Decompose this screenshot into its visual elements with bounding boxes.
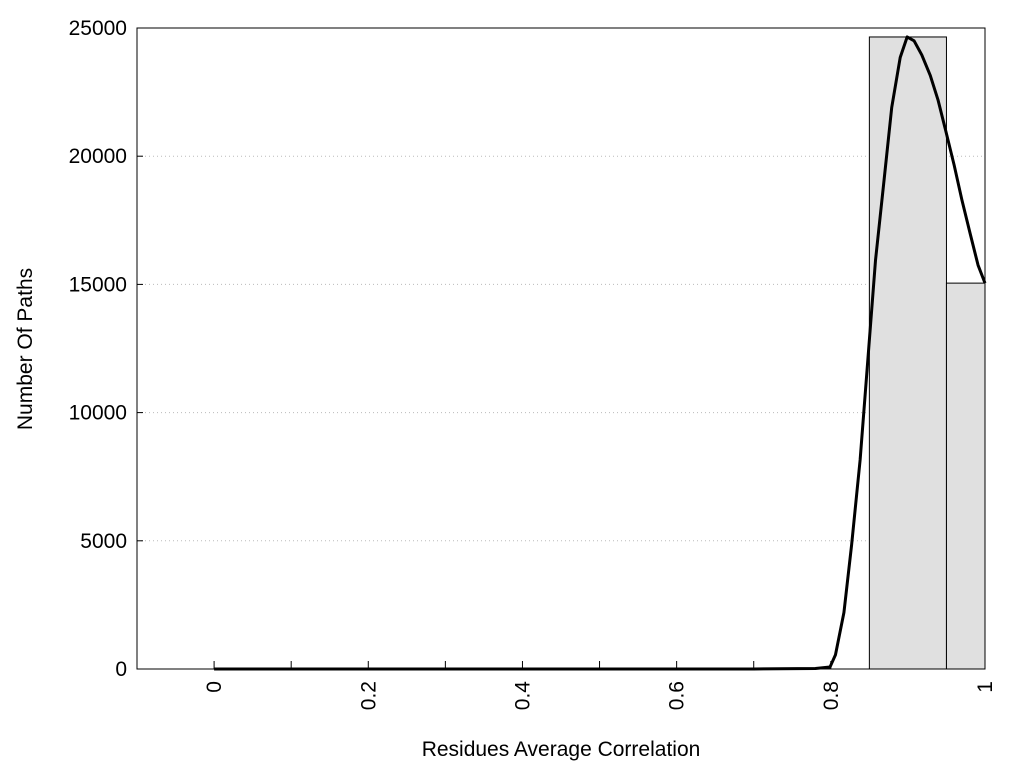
x-tick-label: 0 [203,681,226,693]
y-tick-label: 5000 [80,530,127,553]
y-tick-label: 25000 [69,17,127,40]
x-tick-label: 0.2 [357,681,380,710]
curve [214,35,987,671]
plot-frame [136,27,986,670]
y-tick-label: 10000 [69,402,127,425]
y-tick-label: 15000 [69,273,127,296]
x-tick-label: 1 [974,681,997,693]
bar [868,36,947,670]
x-axis-label: Residues Average Correlation [422,738,701,761]
bar [945,282,986,670]
y-tick-label: 20000 [69,145,127,168]
y-tick-label: 0 [115,658,127,681]
y-axis-label: Number Of Paths [14,268,37,430]
x-tick-label: 0.4 [511,681,534,711]
x-tick-label: 0.8 [820,681,843,710]
x-tick-label: 0.6 [666,681,689,710]
